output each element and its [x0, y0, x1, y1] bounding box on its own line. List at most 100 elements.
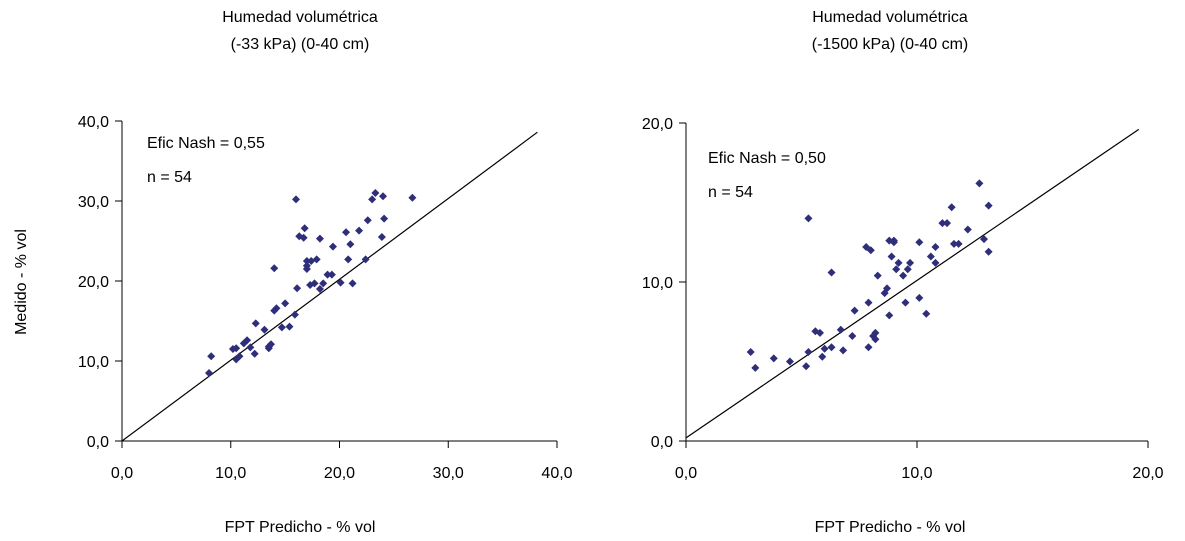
data-point-left-36	[319, 279, 328, 288]
data-point-right-26	[882, 284, 891, 293]
annotation-left-0: Efic Nash = 0,55	[147, 135, 265, 152]
y-tick-label-left-2: 20,0	[78, 274, 109, 291]
data-point-left-14	[264, 342, 273, 351]
x-tick-label-left-2: 20,0	[324, 465, 355, 482]
data-point-left-48	[368, 195, 377, 204]
x-tick-label-right-0: 0,0	[675, 465, 697, 482]
data-point-left-9	[250, 349, 259, 358]
data-point-right-24	[873, 271, 882, 280]
x-axis-label-left: FPT Predicho - % vol	[224, 519, 376, 536]
data-point-left-51	[377, 233, 386, 241]
data-point-right-18	[864, 343, 873, 352]
data-point-left-34	[315, 234, 324, 243]
data-point-left-4	[235, 352, 244, 361]
data-point-left-37	[323, 270, 332, 279]
data-point-right-19	[864, 298, 873, 307]
data-point-right-2	[769, 354, 778, 363]
data-point-right-46	[947, 203, 956, 212]
data-point-right-50	[975, 179, 984, 188]
data-point-left-10	[251, 319, 260, 328]
data-point-right-44	[938, 219, 947, 228]
data-point-left-16	[272, 304, 281, 313]
data-point-right-32	[892, 265, 901, 274]
y-tick-label-right-2: 20,0	[642, 116, 673, 133]
data-point-left-19	[285, 322, 294, 331]
chart-title-left: Humedad volumétrica (-33 kPa) (0-40 cm)	[170, 4, 430, 58]
data-point-right-43	[931, 243, 940, 252]
x-tick-label-left-4: 40,0	[541, 465, 572, 482]
x-tick-label-right-1: 10,0	[901, 465, 932, 482]
data-point-left-28	[302, 257, 311, 265]
annotation-right-1: n = 54	[708, 184, 753, 201]
data-point-left-45	[355, 226, 364, 235]
data-point-right-9	[820, 344, 829, 353]
data-point-left-40	[336, 278, 345, 287]
data-point-left-25	[300, 224, 309, 233]
data-point-left-32	[310, 279, 319, 288]
data-point-left-11	[260, 325, 269, 334]
data-point-left-43	[346, 240, 355, 249]
y-tick-label-right-0: 0,0	[651, 434, 673, 451]
data-point-right-41	[926, 252, 935, 261]
chart-title-right-line2: (-1500 kPa) (0-40 cm)	[811, 36, 969, 53]
data-point-right-16	[850, 306, 859, 315]
data-point-right-8	[818, 352, 827, 361]
annotation-right-0: Efic Nash = 0,50	[708, 150, 826, 167]
data-point-right-48	[954, 239, 963, 248]
data-point-right-13	[836, 325, 845, 334]
data-point-right-37	[906, 258, 915, 267]
data-point-left-21	[270, 264, 279, 273]
data-point-left-46	[361, 255, 370, 264]
data-point-right-15	[848, 332, 857, 341]
data-point-left-33	[312, 255, 321, 264]
data-point-left-50	[379, 192, 387, 201]
data-point-right-45	[943, 219, 952, 228]
data-point-right-28	[885, 311, 894, 320]
data-point-right-36	[903, 265, 912, 274]
data-point-left-1	[207, 352, 216, 361]
data-point-right-34	[899, 271, 908, 280]
x-tick-label-left-3: 30,0	[433, 465, 464, 482]
data-point-right-10	[804, 214, 813, 223]
data-point-left-35	[315, 285, 324, 293]
data-point-left-24	[293, 284, 302, 293]
data-point-left-0	[205, 369, 213, 377]
data-point-right-1	[751, 363, 760, 372]
data-point-right-51	[979, 235, 988, 244]
data-point-left-53	[408, 193, 417, 202]
data-point-left-42	[344, 255, 353, 264]
data-point-right-29	[887, 252, 896, 261]
data-point-right-20	[866, 246, 875, 255]
data-point-right-33	[894, 258, 903, 267]
data-point-left-20	[290, 310, 299, 319]
y-tick-label-left-3: 30,0	[78, 194, 109, 211]
x-axis-label-right: FPT Predicho - % vol	[814, 519, 966, 536]
chart-title-right-line1: Humedad volumétrica	[812, 9, 968, 26]
chart-title-left-line1: Humedad volumétrica	[222, 9, 378, 26]
data-point-left-7	[243, 336, 252, 345]
data-point-right-11	[827, 268, 836, 277]
data-point-right-22	[871, 335, 880, 344]
x-tick-label-left-1: 10,0	[215, 465, 246, 482]
y-tick-label-left-0: 0,0	[87, 434, 109, 451]
fit-line-right	[685, 128, 1140, 439]
y-tick-label-right-1: 10,0	[642, 275, 673, 292]
data-point-right-5	[804, 347, 813, 356]
data-point-right-4	[802, 362, 811, 371]
data-point-right-47	[949, 239, 958, 248]
data-point-left-44	[348, 279, 357, 288]
data-point-right-7	[815, 328, 824, 337]
data-point-right-12	[827, 343, 836, 352]
x-tick-label-right-2: 20,0	[1132, 465, 1163, 482]
data-point-left-8	[246, 343, 255, 352]
data-point-left-30	[302, 261, 311, 270]
data-point-left-5	[232, 344, 241, 353]
data-point-right-53	[984, 247, 993, 256]
data-point-right-35	[901, 298, 910, 307]
data-point-left-38	[327, 270, 336, 279]
y-tick-label-left-4: 40,0	[78, 114, 109, 131]
data-point-right-14	[839, 346, 848, 355]
data-point-right-40	[922, 309, 931, 318]
data-point-left-18	[281, 299, 290, 308]
